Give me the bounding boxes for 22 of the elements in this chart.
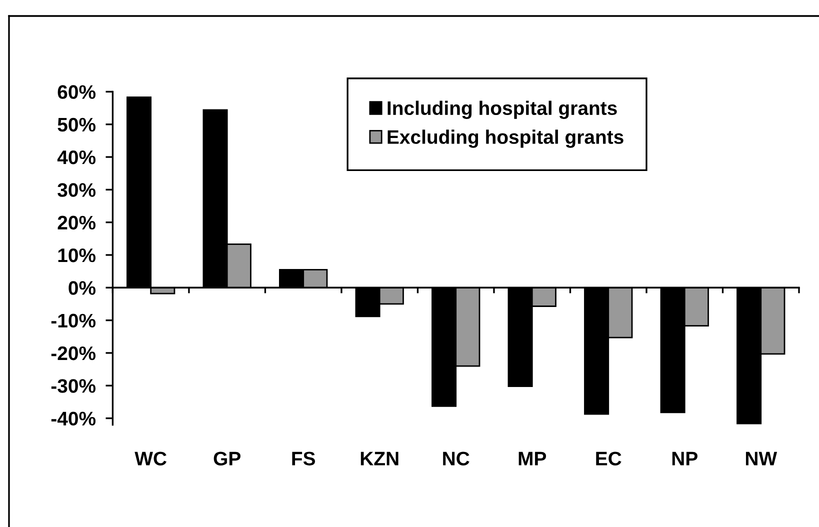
y-tick-label: 10% — [58, 248, 96, 262]
y-tick-label: -30% — [51, 379, 96, 393]
x-tick-label: KZN — [360, 452, 398, 466]
y-tick-label: -40% — [51, 412, 96, 426]
x-tick-label: MP — [518, 452, 546, 466]
x-tick-label: NC — [443, 452, 470, 466]
x-tick-label: NP — [672, 452, 698, 466]
y-tick-label: 30% — [58, 183, 96, 197]
x-tick-label: FS — [292, 452, 316, 466]
x-tick-label: EC — [596, 452, 622, 466]
x-tick-label: WC — [134, 452, 166, 466]
x-tick-label: GP — [214, 452, 240, 466]
y-tick-label: 20% — [58, 216, 96, 230]
y-tick-label: 60% — [58, 85, 96, 99]
x-tick-label: NW — [746, 452, 778, 466]
y-tick-label: 40% — [57, 150, 96, 164]
y-tick-label: 0% — [68, 281, 96, 295]
y-tick-label: -10% — [51, 314, 96, 328]
legend-label: Excluding hospital grants — [388, 130, 624, 148]
y-tick-label: 50% — [58, 118, 96, 132]
y-tick-label: -20% — [51, 346, 96, 360]
legend-label: Including hospital grants — [388, 100, 617, 119]
